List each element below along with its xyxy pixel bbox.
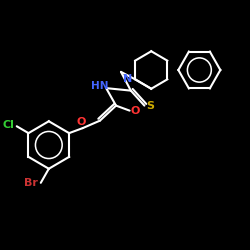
Text: O: O [130,106,140,116]
Text: N: N [123,74,132,85]
Text: HN: HN [91,80,109,90]
Text: Br: Br [24,178,38,188]
Text: Cl: Cl [2,120,14,130]
Text: S: S [146,101,154,111]
Text: O: O [77,117,86,127]
